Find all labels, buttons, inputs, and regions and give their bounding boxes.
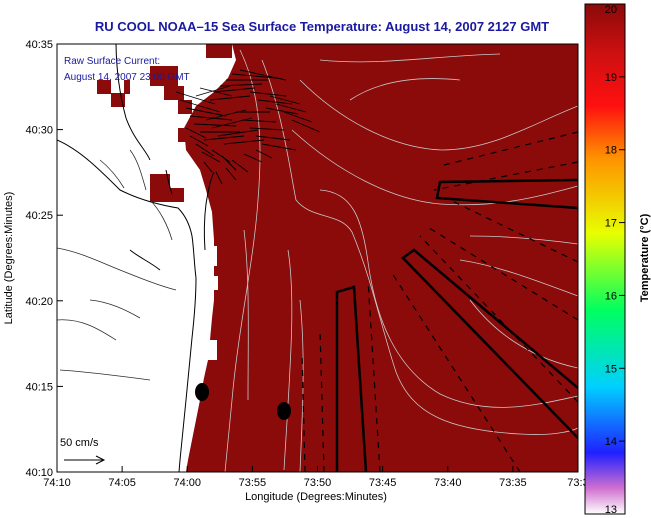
x-tick-label: 74:05 bbox=[108, 477, 136, 489]
x-tick-label: 74:00 bbox=[173, 477, 201, 489]
y-tick-label: 40:35 bbox=[25, 39, 53, 51]
white-gaps bbox=[205, 246, 218, 360]
colorbar-tick-label: 13 bbox=[605, 504, 617, 516]
colorbar bbox=[584, 3, 626, 515]
y-tick-label: 40:10 bbox=[25, 467, 53, 479]
y-tick-label: 40:25 bbox=[25, 210, 53, 222]
sst-field bbox=[184, 44, 578, 472]
y-axis-label: Latitude (Degrees:Minutes) bbox=[3, 192, 15, 325]
plot-area: Raw Surface Current: August 14, 2007 23:… bbox=[57, 44, 578, 472]
buoy-marker-2 bbox=[277, 402, 291, 420]
channel-outline-3 bbox=[435, 178, 578, 210]
bathymetry bbox=[57, 149, 177, 381]
x-tick-label: 73:40 bbox=[434, 477, 462, 489]
x-axis-ticks: 74:10 74:05 74:00 73:55 73:50 73:45 73:40 73:35… bbox=[43, 466, 589, 489]
overlay-label-2: August 14, 2007 23:00 GMT bbox=[64, 72, 190, 83]
x-tick-label: 73:50 bbox=[304, 477, 332, 489]
y-axis-ticks: 40:35 40:30 40:25 40:20 40:15 40:10 bbox=[25, 39, 63, 479]
y-tick-label: 40:15 bbox=[25, 381, 53, 393]
x-tick-label: 73:3 bbox=[567, 477, 588, 489]
colorbar-ticks: 20 19 18 17 16 15 14 13 bbox=[605, 3, 625, 516]
x-tick-label: 73:45 bbox=[369, 477, 397, 489]
overlay-label-1: Raw Surface Current: bbox=[64, 56, 160, 67]
scale-arrow bbox=[64, 455, 106, 465]
scale-label: 50 cm/s bbox=[60, 437, 99, 449]
colorbar-tick-label: 20 bbox=[605, 4, 617, 16]
y-tick-label: 40:30 bbox=[25, 125, 53, 137]
colorbar-tick-label: 18 bbox=[605, 145, 617, 157]
chart-title: RU COOL NOAA–15 Sea Surface Temperature:… bbox=[95, 19, 549, 34]
buoy-marker-1 bbox=[195, 383, 209, 401]
x-axis-label: Longitude (Degrees:Minutes) bbox=[245, 491, 387, 503]
x-tick-label: 73:55 bbox=[239, 477, 267, 489]
sst-contours bbox=[224, 49, 578, 472]
x-tick-label: 74:10 bbox=[43, 477, 71, 489]
coastline bbox=[57, 44, 215, 472]
y-tick-label: 40:20 bbox=[25, 296, 53, 308]
colorbar-tick-label: 16 bbox=[605, 290, 617, 302]
channel-outline-2 bbox=[401, 248, 578, 439]
channel-outline-1 bbox=[335, 285, 368, 472]
x-tick-label: 73:35 bbox=[499, 477, 527, 489]
colorbar-tick-label: 14 bbox=[605, 436, 617, 448]
sst-speckles bbox=[97, 44, 232, 202]
ship-channels bbox=[301, 131, 578, 472]
colorbar-tick-label: 15 bbox=[605, 363, 617, 375]
colorbar-label: Temperature (°C) bbox=[639, 213, 651, 302]
colorbar-tick-label: 17 bbox=[605, 218, 617, 230]
current-vectors bbox=[175, 69, 321, 185]
colorbar-tick-label: 19 bbox=[605, 72, 617, 84]
